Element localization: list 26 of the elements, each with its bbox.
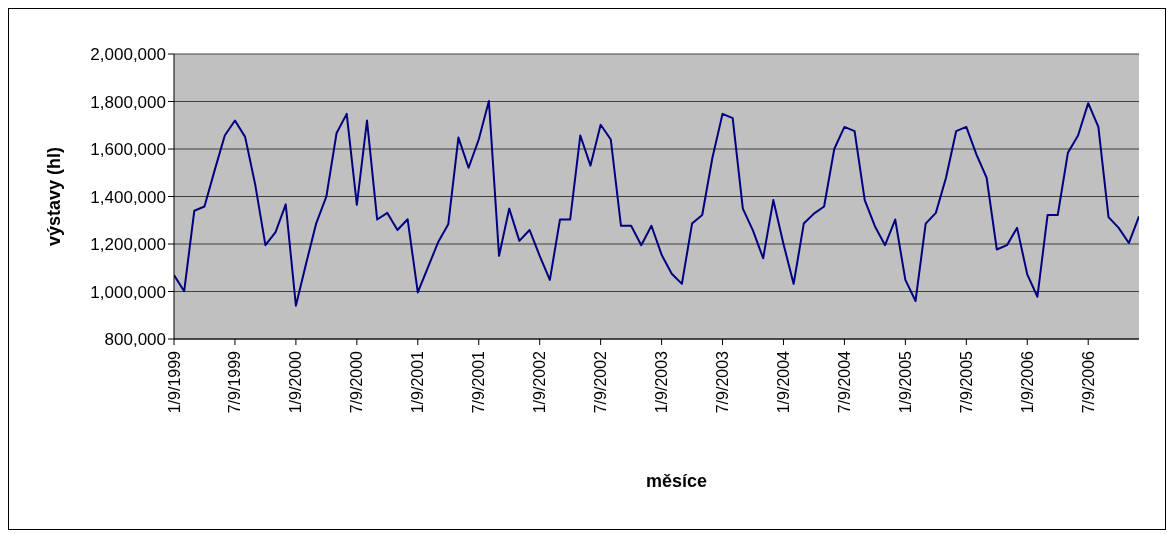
y-tick-label: 1,000,000: [90, 282, 166, 302]
x-tick-label: 1/9/1999: [165, 350, 183, 414]
x-tick-label: 7/9/2001: [470, 350, 488, 414]
x-axis-title: měsíce: [644, 471, 709, 492]
x-tick-label: 1/9/2005: [896, 350, 914, 414]
y-tick-label: 800,000: [104, 330, 166, 350]
x-tick-label: 1/9/2006: [1018, 350, 1036, 414]
y-tick-label: 1,400,000: [90, 187, 166, 207]
x-tick-label: 1/9/2004: [774, 350, 792, 414]
y-tick-label: 2,000,000: [90, 45, 166, 65]
x-tick-label: 1/9/2000: [287, 350, 305, 414]
y-tick-label: 1,200,000: [90, 235, 166, 255]
line-series: [174, 100, 1139, 307]
x-tick-label: 1/9/2003: [653, 350, 671, 414]
y-axis-title: výstavy (hl): [44, 146, 65, 247]
y-tick-label: 1,600,000: [90, 140, 166, 160]
x-tick-label: 7/9/2003: [714, 350, 732, 414]
x-tick-label: 7/9/1999: [226, 350, 244, 414]
x-tick-label: 7/9/2000: [348, 350, 366, 414]
x-tick-label: 1/9/2001: [409, 350, 427, 414]
y-tick-label: 1,800,000: [90, 92, 166, 112]
x-tick-label: 7/9/2002: [592, 350, 610, 414]
x-tick-label: 1/9/2002: [531, 350, 549, 414]
x-tick-label: 7/9/2004: [835, 350, 853, 414]
x-tick-label: 7/9/2005: [957, 350, 975, 414]
x-tick-label: 7/9/2006: [1079, 350, 1097, 414]
